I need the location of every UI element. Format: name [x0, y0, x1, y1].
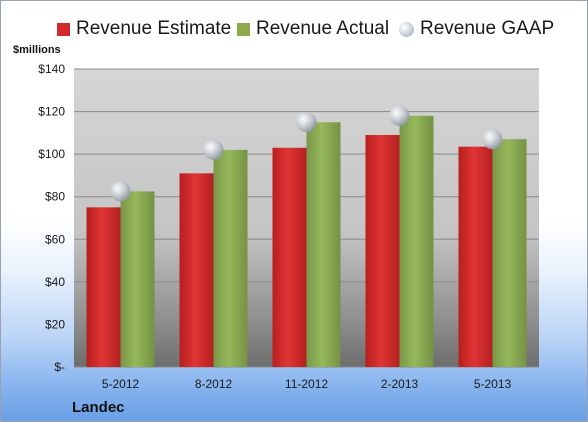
y-tick-label: $60	[45, 232, 65, 246]
marker-revenue-gaap	[389, 105, 410, 126]
x-tick-label: 8-2012	[195, 377, 233, 391]
bar-revenue-estimate	[272, 147, 307, 367]
company-name: Landec	[72, 399, 125, 416]
y-axis-unit-label: $millions	[13, 44, 61, 56]
bars	[86, 115, 527, 367]
marker-revenue-gaap	[296, 112, 317, 133]
bar-revenue-actual	[120, 191, 155, 367]
y-tick-label: $-	[54, 360, 65, 374]
y-axis-ticks: $- $20 $40 $60 $80 $100 $120 $140	[38, 62, 65, 374]
bar-revenue-actual	[306, 122, 341, 367]
legend-label-gaap: Revenue GAAP	[420, 18, 555, 39]
marker-revenue-gaap	[110, 181, 131, 202]
legend-label-estimate: Revenue Estimate	[76, 18, 232, 39]
legend: Revenue Estimate Revenue Actual Revenue …	[1, 15, 587, 43]
legend-label-actual: Revenue Actual	[256, 18, 390, 39]
legend-swatch-gaap	[399, 21, 414, 37]
x-tick-label: 11-2012	[285, 377, 328, 391]
marker-revenue-gaap	[203, 139, 224, 160]
legend-swatch-estimate	[57, 22, 70, 36]
x-tick-label: 5-2012	[102, 377, 140, 391]
x-tick-label: 5-2013	[474, 377, 512, 391]
y-tick-label: $20	[45, 317, 65, 331]
y-tick-label: $140	[38, 62, 65, 76]
bar-revenue-actual	[399, 115, 434, 367]
x-tick-label: 2-2013	[381, 377, 419, 391]
legend-item-estimate: Revenue Estimate	[57, 15, 231, 43]
bar-revenue-actual	[213, 149, 248, 367]
legend-item-gaap: Revenue GAAP	[399, 15, 554, 43]
gaap-markers	[110, 105, 503, 202]
bar-revenue-estimate	[458, 146, 493, 367]
bar-revenue-estimate	[365, 134, 400, 367]
legend-swatch-actual	[237, 22, 250, 36]
bar-revenue-actual	[492, 139, 527, 367]
x-axis-ticks: 5-2012 8-2012 11-2012 2-2013 5-2013	[102, 377, 512, 391]
bar-revenue-estimate	[86, 207, 121, 367]
marker-revenue-gaap	[482, 129, 503, 150]
y-tick-label: $40	[45, 275, 65, 289]
y-tick-label: $120	[38, 105, 65, 119]
y-tick-label: $80	[45, 190, 65, 204]
y-tick-label: $100	[38, 147, 65, 161]
legend-item-actual: Revenue Actual	[237, 15, 389, 43]
bar-revenue-estimate	[179, 173, 214, 367]
